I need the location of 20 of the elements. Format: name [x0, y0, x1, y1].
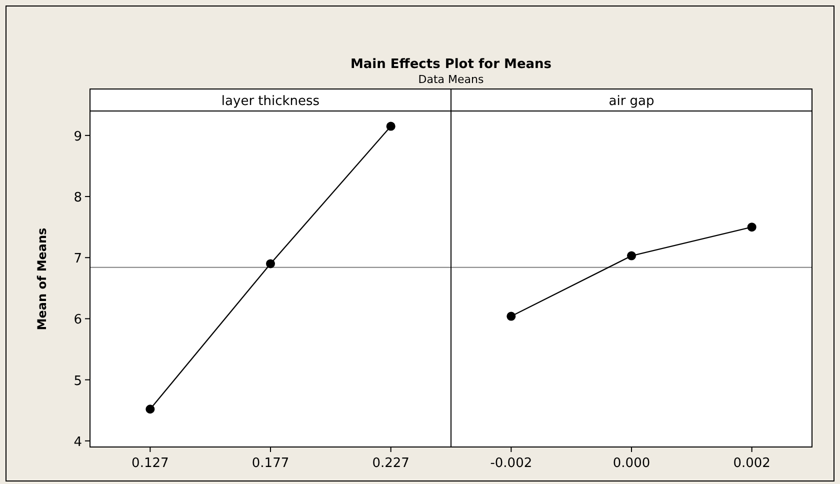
point	[266, 259, 275, 268]
x-axis-title: air gap	[608, 94, 654, 109]
x-tick-label: 0.227	[372, 456, 410, 471]
point	[386, 122, 396, 131]
y-tick-label: 9	[74, 129, 82, 144]
y-tick-label: 8	[74, 190, 82, 206]
point	[146, 404, 155, 414]
chart-title: Main Effects Plot for Means	[350, 57, 552, 72]
x-tick-label: -0.002	[490, 456, 532, 471]
x-tick-label: 0.000	[612, 456, 650, 471]
y-tick-label: 5	[74, 374, 82, 389]
x-axis-title: layer thickness	[221, 94, 320, 109]
chart-subtitle: Data Means	[418, 73, 484, 86]
y-tick-label: 7	[74, 252, 82, 267]
x-tick-label: 0.127	[132, 456, 169, 471]
y-axis-title: Mean of Means	[35, 228, 49, 330]
y-tick-label: 4	[74, 434, 82, 450]
x-tick-label: 0.002	[733, 456, 770, 471]
y-tick-label: 6	[74, 312, 82, 328]
x-tick-label: 0.177	[252, 456, 290, 471]
